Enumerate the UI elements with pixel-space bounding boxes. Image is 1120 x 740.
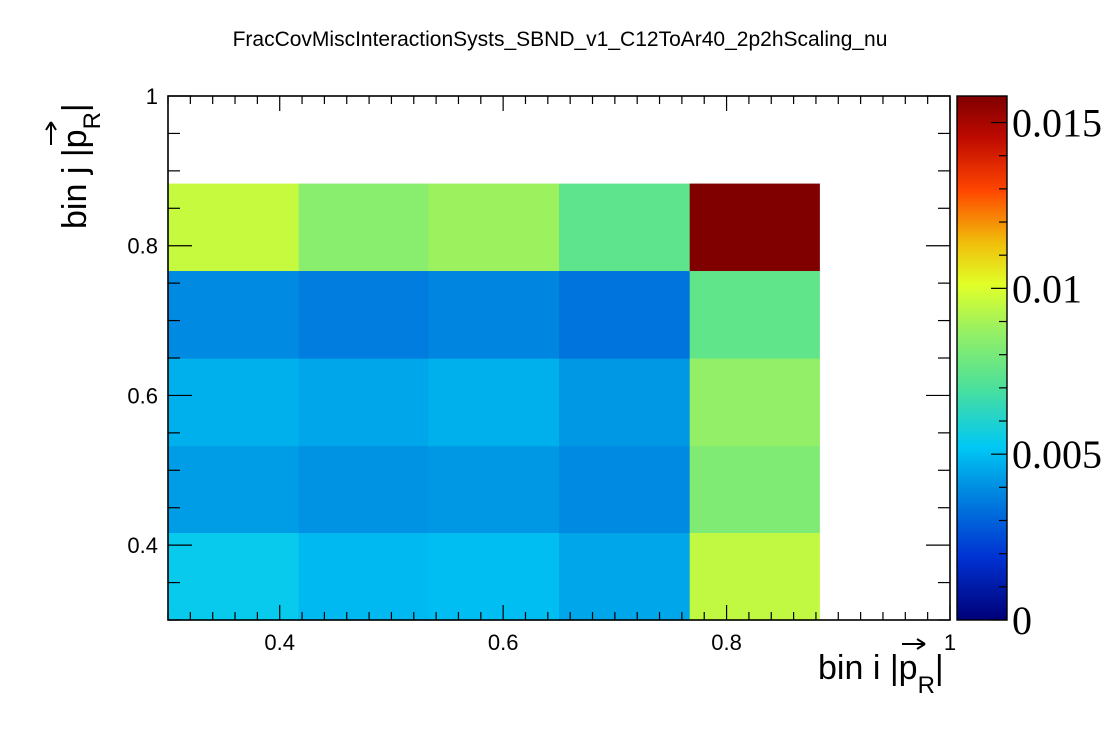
y-axis-label: bin j |pR|	[45, 103, 106, 229]
heatmap-cell	[559, 183, 691, 272]
heatmap-cell	[168, 270, 300, 359]
heatmap-cell	[689, 183, 820, 272]
heatmap-cell	[428, 358, 560, 447]
heatmap-cell	[428, 445, 560, 534]
y-axis-label-vector-arrow	[45, 121, 57, 145]
x-axis-label: bin i |pR|	[818, 638, 944, 699]
y-tick-label: 0.4	[127, 533, 158, 558]
heatmap-cell	[559, 532, 691, 621]
y-tick-label: 0.6	[127, 383, 158, 408]
x-tick-label: 0.8	[711, 630, 742, 655]
svg-text:bin i |pR|: bin i |pR|	[818, 649, 944, 699]
heatmap-cell	[168, 532, 300, 621]
color-scale-tick-label: 0.005	[1012, 432, 1102, 477]
heatmap-cell	[428, 183, 560, 272]
x-axis-label-prefix: bin i |	[818, 649, 899, 687]
heatmap-cell	[689, 445, 820, 534]
x-axis-label-vector-arrow	[902, 638, 926, 650]
color-bar	[956, 95, 1008, 621]
svg-text:bin j |pR|: bin j |pR|	[56, 103, 106, 229]
y-axis-label-suffix: |	[56, 103, 94, 112]
color-scale-tick-label: 0.01	[1012, 266, 1082, 311]
heatmap-cell	[689, 532, 820, 621]
x-axis-label-subscript: R	[918, 672, 935, 699]
heatmap-cell	[559, 270, 691, 359]
y-axis-label-prefix: bin j |	[56, 148, 94, 229]
heatmap-cell	[689, 270, 820, 359]
heatmap-cell	[168, 183, 300, 272]
color-scale-axis: 0 0.005 0.01 0.015	[991, 101, 1102, 643]
heatmap-cell	[168, 445, 300, 534]
heatmap-cell	[689, 358, 820, 447]
heatmap-cell	[168, 358, 300, 447]
x-axis: 0.4 0.6 0.8 1	[167, 96, 956, 655]
heatmap-cell	[298, 445, 429, 534]
y-tick-label: 1	[146, 84, 158, 109]
x-tick-label: 0.4	[264, 630, 295, 655]
heatmap-cell	[298, 183, 429, 272]
x-tick-label: 0.6	[488, 630, 519, 655]
heatmap-cells	[168, 183, 820, 621]
x-axis-label-suffix: |	[935, 649, 944, 687]
y-axis-label-symbol: p	[56, 129, 94, 148]
y-axis-label-subscript: R	[79, 112, 106, 129]
heatmap-cell	[428, 532, 560, 621]
heatmap-cell	[298, 358, 429, 447]
heatmap-cell	[559, 445, 691, 534]
color-scale-tick-label: 0.015	[1012, 101, 1102, 146]
y-tick-label: 0.8	[127, 234, 158, 259]
x-axis-label-symbol: p	[899, 649, 918, 687]
heatmap-cell	[298, 270, 429, 359]
y-axis: 0.4 0.6 0.8 1	[127, 84, 950, 621]
chart-title: FracCovMiscInteractionSysts_SBND_v1_C12T…	[233, 28, 888, 51]
heatmap-cell	[428, 270, 560, 359]
heatmap-cell	[298, 532, 429, 621]
x-tick-label: 1	[944, 630, 956, 655]
color-scale: 0 0.005 0.01 0.015	[956, 95, 1102, 643]
color-scale-tick-label: 0	[1012, 598, 1032, 643]
heatmap-cell	[559, 358, 691, 447]
